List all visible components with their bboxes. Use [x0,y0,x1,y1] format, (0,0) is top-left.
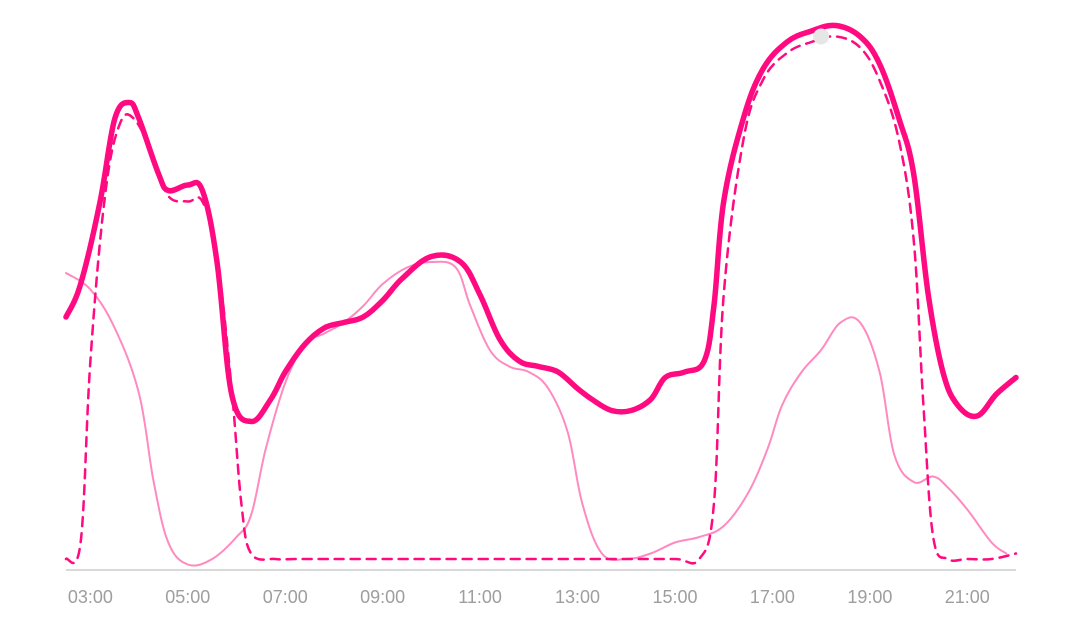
x-tick-label: 19:00 [847,587,892,607]
series-line-light [65,260,1008,567]
x-tick-label: 17:00 [750,587,795,607]
x-tick-label: 07:00 [263,587,308,607]
x-tick-label: 15:00 [652,587,697,607]
series-line-dashed [64,35,1018,565]
marker-layer [813,28,830,45]
hover-marker-dot[interactable] [813,28,830,45]
series-line-total [63,22,1019,425]
x-tick-label: 13:00 [555,587,600,607]
x-tick-label: 03:00 [68,587,113,607]
x-tick-label: 11:00 [458,587,502,607]
x-tick-labels: 03:00 05:00 07:00 09:00 11:00 13:00 15:00 17:00… [68,587,990,607]
series-layer [63,22,1019,567]
x-tick-label: 09:00 [360,587,405,607]
x-tick-label: 21:00 [945,587,990,607]
x-tick-label: 05:00 [165,587,210,607]
